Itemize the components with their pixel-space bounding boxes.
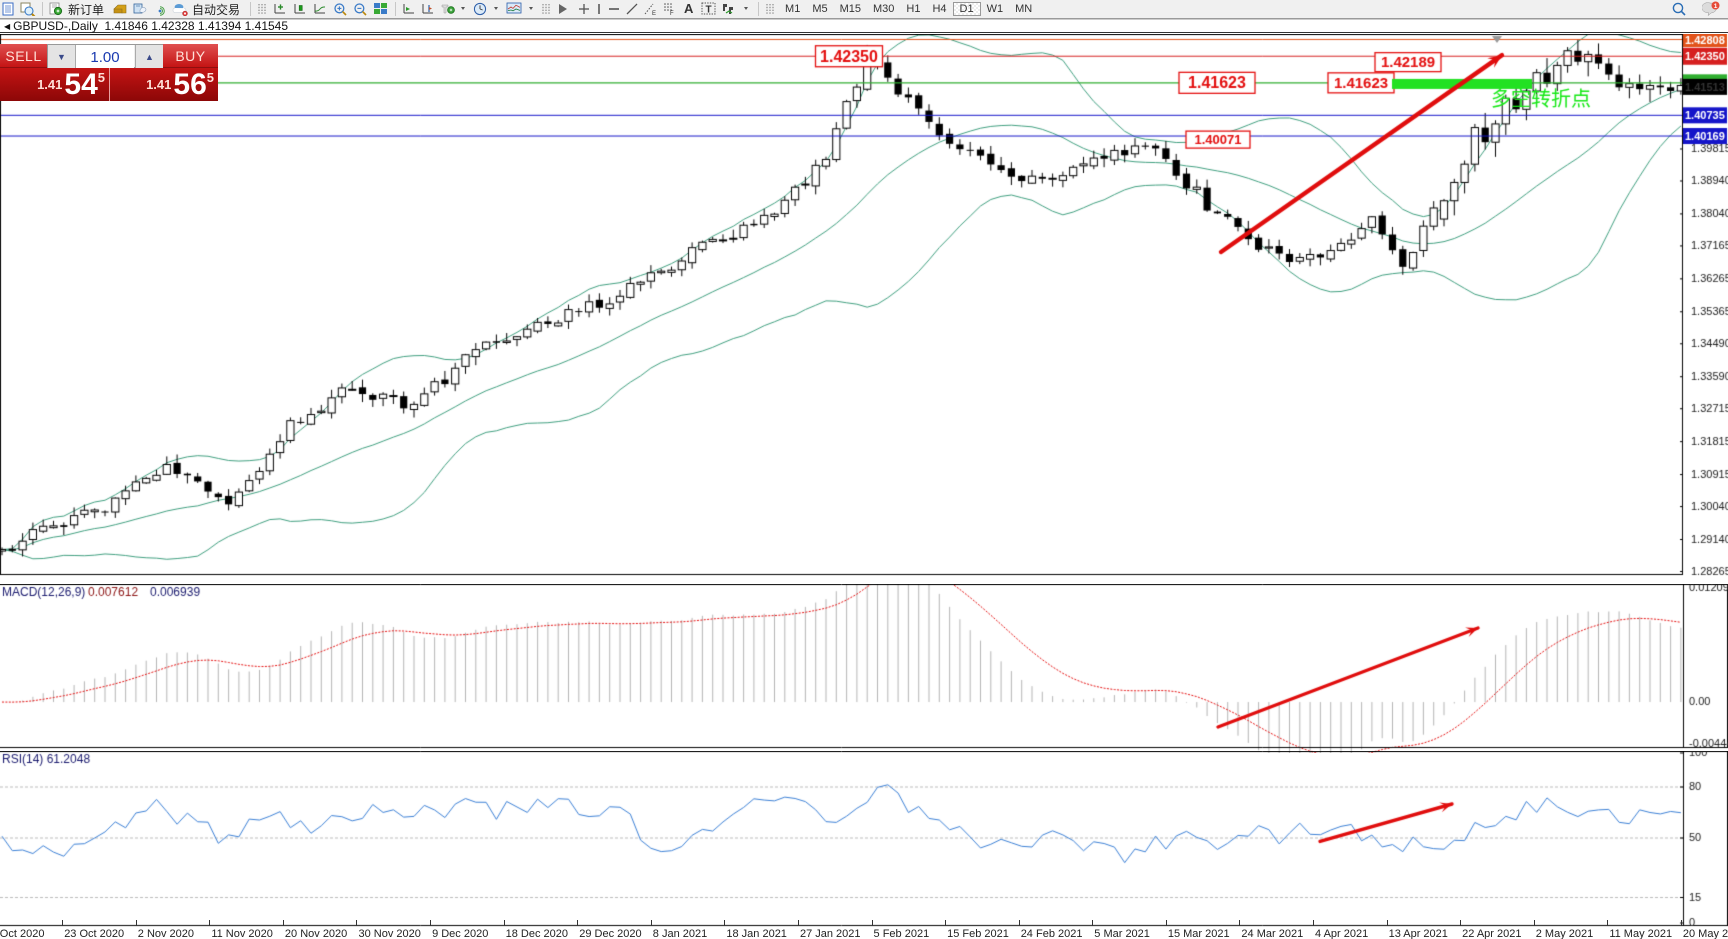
svg-text:A: A xyxy=(684,2,694,16)
svg-text:F: F xyxy=(670,11,674,16)
svg-text:E: E xyxy=(652,11,656,16)
svg-text:T: T xyxy=(706,5,712,16)
svg-text:1: 1 xyxy=(1714,3,1718,10)
